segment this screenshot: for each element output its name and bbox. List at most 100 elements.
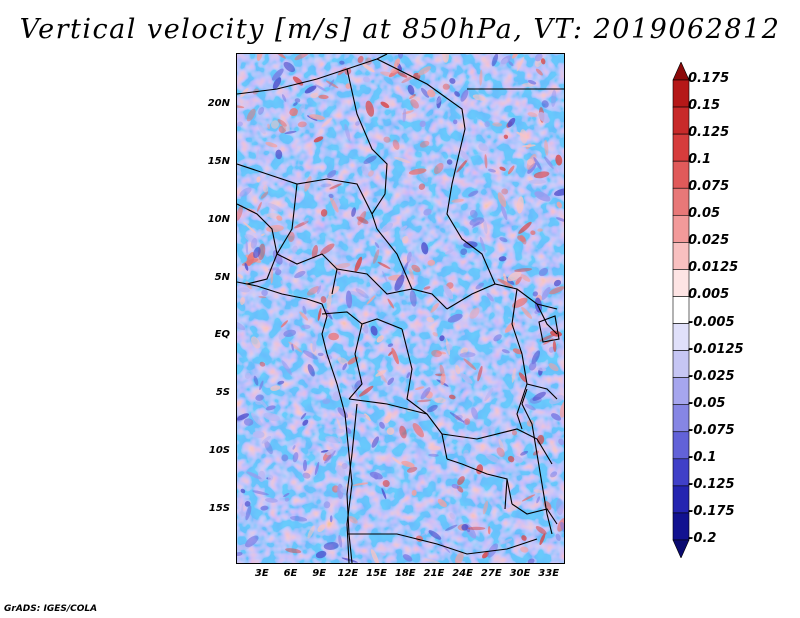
field-blob	[484, 154, 488, 169]
field-blob	[376, 335, 384, 343]
latitude-label: 10N	[207, 213, 230, 225]
field-blob	[390, 67, 398, 74]
longitude-label: 21E	[423, 568, 445, 579]
field-blob	[338, 436, 343, 444]
colorbar-cells	[672, 62, 690, 558]
field-blob	[520, 274, 531, 282]
field-blob	[394, 274, 405, 292]
field-blob	[391, 347, 399, 365]
field-blob	[345, 290, 353, 309]
map-panel[interactable]	[236, 53, 565, 564]
field-blob	[357, 55, 364, 64]
field-blob	[513, 455, 523, 463]
field-blob	[493, 334, 502, 342]
colorbar-cell	[672, 350, 690, 378]
field-blob	[255, 149, 259, 161]
field-blob	[277, 380, 285, 385]
field-blob	[246, 471, 262, 480]
colorbar-label: -0.1	[688, 449, 717, 465]
colorbar-label: -0.125	[688, 476, 735, 492]
field-blob	[497, 278, 514, 288]
field-blob	[485, 454, 501, 463]
field-blob	[344, 123, 351, 142]
colorbar-label: -0.0125	[688, 341, 744, 357]
field-blob	[329, 183, 342, 190]
field-blob	[400, 225, 408, 231]
field-blob	[520, 546, 529, 553]
field-blob	[554, 188, 564, 196]
field-blob	[455, 552, 464, 563]
field-blob	[535, 526, 547, 535]
colorbar-label: 0.175	[688, 71, 730, 86]
field-blob	[520, 450, 529, 456]
field-blob	[352, 482, 369, 486]
field-blob	[347, 290, 365, 297]
field-blob	[394, 58, 400, 68]
colorbar-label: 0.025	[688, 233, 730, 249]
field-blob	[252, 490, 269, 496]
field-blob	[262, 184, 269, 193]
field-blob	[407, 84, 415, 95]
field-blob	[374, 242, 380, 249]
latitude-label: 10S	[208, 445, 230, 457]
field-blob	[304, 176, 312, 192]
field-blob	[325, 354, 333, 360]
field-blob	[463, 358, 477, 371]
field-blob	[338, 534, 343, 548]
field-blob	[237, 105, 245, 109]
field-blob	[261, 435, 272, 444]
field-blob	[239, 287, 250, 293]
field-blob	[518, 372, 527, 383]
field-blob	[325, 309, 333, 320]
field-blob	[292, 445, 296, 450]
field-blob	[469, 307, 480, 319]
field-blob	[387, 298, 395, 309]
field-blob	[423, 208, 432, 216]
field-blob	[492, 122, 503, 127]
field-blob	[290, 516, 308, 522]
field-blob	[258, 124, 266, 135]
colorbar-cell	[672, 458, 690, 487]
field-blob	[451, 198, 464, 203]
field-blob	[244, 501, 251, 507]
field-blob	[320, 183, 332, 188]
colorbar-cell	[672, 296, 690, 324]
field-blob	[521, 535, 527, 541]
field-blob	[387, 377, 395, 386]
field-blob	[255, 400, 263, 405]
field-blob	[309, 109, 314, 113]
field-blob	[501, 188, 509, 195]
field-blob	[537, 228, 543, 232]
field-blob	[361, 165, 370, 177]
field-blob	[240, 297, 245, 305]
field-blob	[552, 165, 559, 173]
field-blob	[526, 158, 534, 166]
field-blob	[528, 361, 537, 371]
field-blob	[431, 349, 442, 358]
field-blob	[410, 256, 417, 264]
field-blob	[325, 436, 340, 443]
field-blob	[553, 279, 562, 287]
field-blob	[437, 498, 447, 508]
field-blob	[340, 486, 352, 494]
field-blob	[538, 112, 550, 124]
field-blob	[328, 79, 335, 88]
field-blob	[449, 412, 465, 423]
field-blob	[320, 296, 327, 304]
field-blob	[355, 121, 360, 126]
field-blob	[464, 418, 471, 425]
field-blob	[412, 423, 424, 438]
field-blob	[529, 179, 547, 184]
field-blob	[401, 76, 414, 84]
field-blob	[498, 256, 507, 262]
field-blob	[356, 216, 369, 224]
longitude-label: 27E	[480, 568, 502, 579]
field-blob	[240, 488, 246, 494]
field-blob	[469, 217, 485, 226]
colorbar-label: 0.005	[688, 287, 730, 303]
field-blob	[381, 222, 393, 233]
field-blob	[511, 430, 518, 436]
field-blob	[442, 83, 450, 90]
field-blob	[455, 365, 461, 375]
field-blob	[250, 237, 258, 249]
